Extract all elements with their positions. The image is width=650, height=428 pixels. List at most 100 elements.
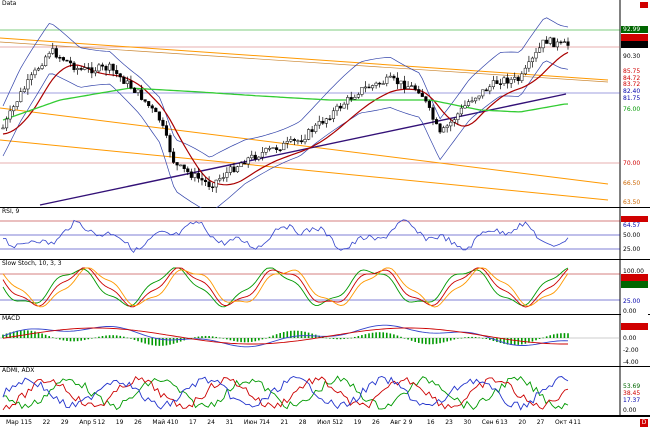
macd-bar xyxy=(55,338,58,339)
macd-bar xyxy=(151,338,154,346)
macd-panel[interactable]: MACD 0.00 -2.00 -4.00 xyxy=(0,315,650,367)
candle-body xyxy=(456,113,460,120)
candle-body xyxy=(420,92,424,97)
macd-bar xyxy=(560,333,562,338)
candle-body xyxy=(481,89,485,97)
macd-signal-line xyxy=(2,327,568,345)
macd-bar xyxy=(382,332,385,338)
macd-bar xyxy=(290,330,292,338)
macd-bar xyxy=(268,336,271,338)
macd-bar xyxy=(531,338,534,342)
candle-body xyxy=(520,73,524,81)
date-tick-label: Авг 2 xyxy=(390,419,407,426)
adx-panel[interactable]: ADMI, ADX 53.69 38.45 17.37 0.00 xyxy=(0,367,650,416)
candle-body xyxy=(395,77,399,85)
candle-body xyxy=(140,89,144,100)
candle-body xyxy=(193,173,197,178)
macd-bar xyxy=(485,338,488,339)
candle-body xyxy=(147,101,151,107)
candle-body xyxy=(335,105,339,112)
candle-body xyxy=(523,67,527,75)
corner-button[interactable]: D xyxy=(640,419,648,427)
candle-body xyxy=(79,68,83,70)
macd-bar xyxy=(432,338,434,345)
macd-bar xyxy=(389,333,392,338)
candle-body xyxy=(125,80,129,84)
candle-body xyxy=(232,166,236,173)
macd-bar xyxy=(101,336,104,338)
candle-body xyxy=(307,129,311,140)
candle-body xyxy=(108,63,112,71)
candle-body xyxy=(371,85,375,89)
candle-body xyxy=(445,125,449,128)
candle-body xyxy=(211,186,215,189)
date-tick-label: 31 xyxy=(225,419,234,426)
candle-body xyxy=(267,147,272,150)
candle-body xyxy=(545,39,549,44)
moving-average-red-line xyxy=(2,51,569,186)
candle-body xyxy=(260,152,264,158)
axis-value-tag: 76.00 xyxy=(621,106,648,113)
stoch-panel[interactable]: Slow Stoch, 10, 3, 3 100.00 25.00 0.00 xyxy=(0,260,650,315)
macd-bar xyxy=(489,338,491,340)
candle-body xyxy=(360,87,364,95)
macd-bar xyxy=(240,338,242,343)
date-tick-label: 28 xyxy=(298,419,307,426)
candle-body xyxy=(417,89,421,94)
candle-body xyxy=(111,63,115,71)
candle-body xyxy=(463,105,467,109)
axis-value-tag: 25.00 xyxy=(621,298,648,305)
stoch-d-line xyxy=(2,267,569,308)
macd-bar xyxy=(503,338,505,344)
axis-value-tag: 53.69 xyxy=(621,383,648,390)
axis-value-tag: 63.50 xyxy=(621,199,648,206)
candle-body xyxy=(349,97,353,100)
macd-bar xyxy=(513,338,516,346)
macd-bar xyxy=(12,331,15,338)
macd-bar xyxy=(428,338,431,345)
axis-value-tag: 0.00 xyxy=(621,335,648,342)
macd-bar xyxy=(403,338,406,339)
rsi-panel[interactable]: RSI, 9 64.57 50.00 25.00 xyxy=(0,208,650,260)
macd-bar xyxy=(204,335,207,338)
macd-bar xyxy=(261,338,264,340)
candle-body xyxy=(203,179,208,183)
macd-bar xyxy=(481,338,484,339)
macd-bar xyxy=(154,338,157,346)
candle-body xyxy=(278,149,282,151)
channel-lower-line xyxy=(0,139,609,201)
macd-bar xyxy=(414,338,417,342)
date-tick-label: 30 xyxy=(463,419,472,426)
candle-body xyxy=(509,79,513,84)
macd-bar xyxy=(464,337,466,338)
close-panel-icon[interactable] xyxy=(640,2,648,8)
candle-body xyxy=(502,77,506,84)
candle-body xyxy=(253,154,257,160)
macd-bar xyxy=(94,337,97,339)
date-tick-label: 26 xyxy=(134,419,142,426)
macd-bar xyxy=(130,338,132,339)
candle-body xyxy=(246,157,250,165)
candle-body xyxy=(342,103,346,109)
candle-body xyxy=(541,39,545,49)
macd-bar xyxy=(41,333,43,338)
macd-bar xyxy=(201,336,203,338)
candle-body xyxy=(118,73,122,78)
date-axis[interactable]: Мар 1 15 22 29 Апр 5 12 19 26 Май 4 10 17 24 31 Июн 7… xyxy=(0,416,650,428)
macd-bar xyxy=(378,332,381,338)
macd-bar xyxy=(169,338,171,345)
axis-value-tag xyxy=(621,274,648,281)
candle-body xyxy=(488,86,492,92)
axis-value-tag xyxy=(621,34,648,41)
macd-bar xyxy=(147,338,150,345)
price-panel[interactable]: Data 92.99 90.30 85.75 84.72 83.72 82.40 81.75… xyxy=(0,0,650,208)
macd-bar xyxy=(51,337,54,338)
stoch-chart xyxy=(0,260,621,315)
candle-body xyxy=(516,77,520,81)
macd-bar xyxy=(158,338,161,346)
bollinger-lower-line xyxy=(2,60,569,208)
candle-body xyxy=(65,59,69,62)
macd-bar xyxy=(119,335,122,338)
macd-bar xyxy=(37,332,40,338)
macd-bar xyxy=(457,338,459,339)
